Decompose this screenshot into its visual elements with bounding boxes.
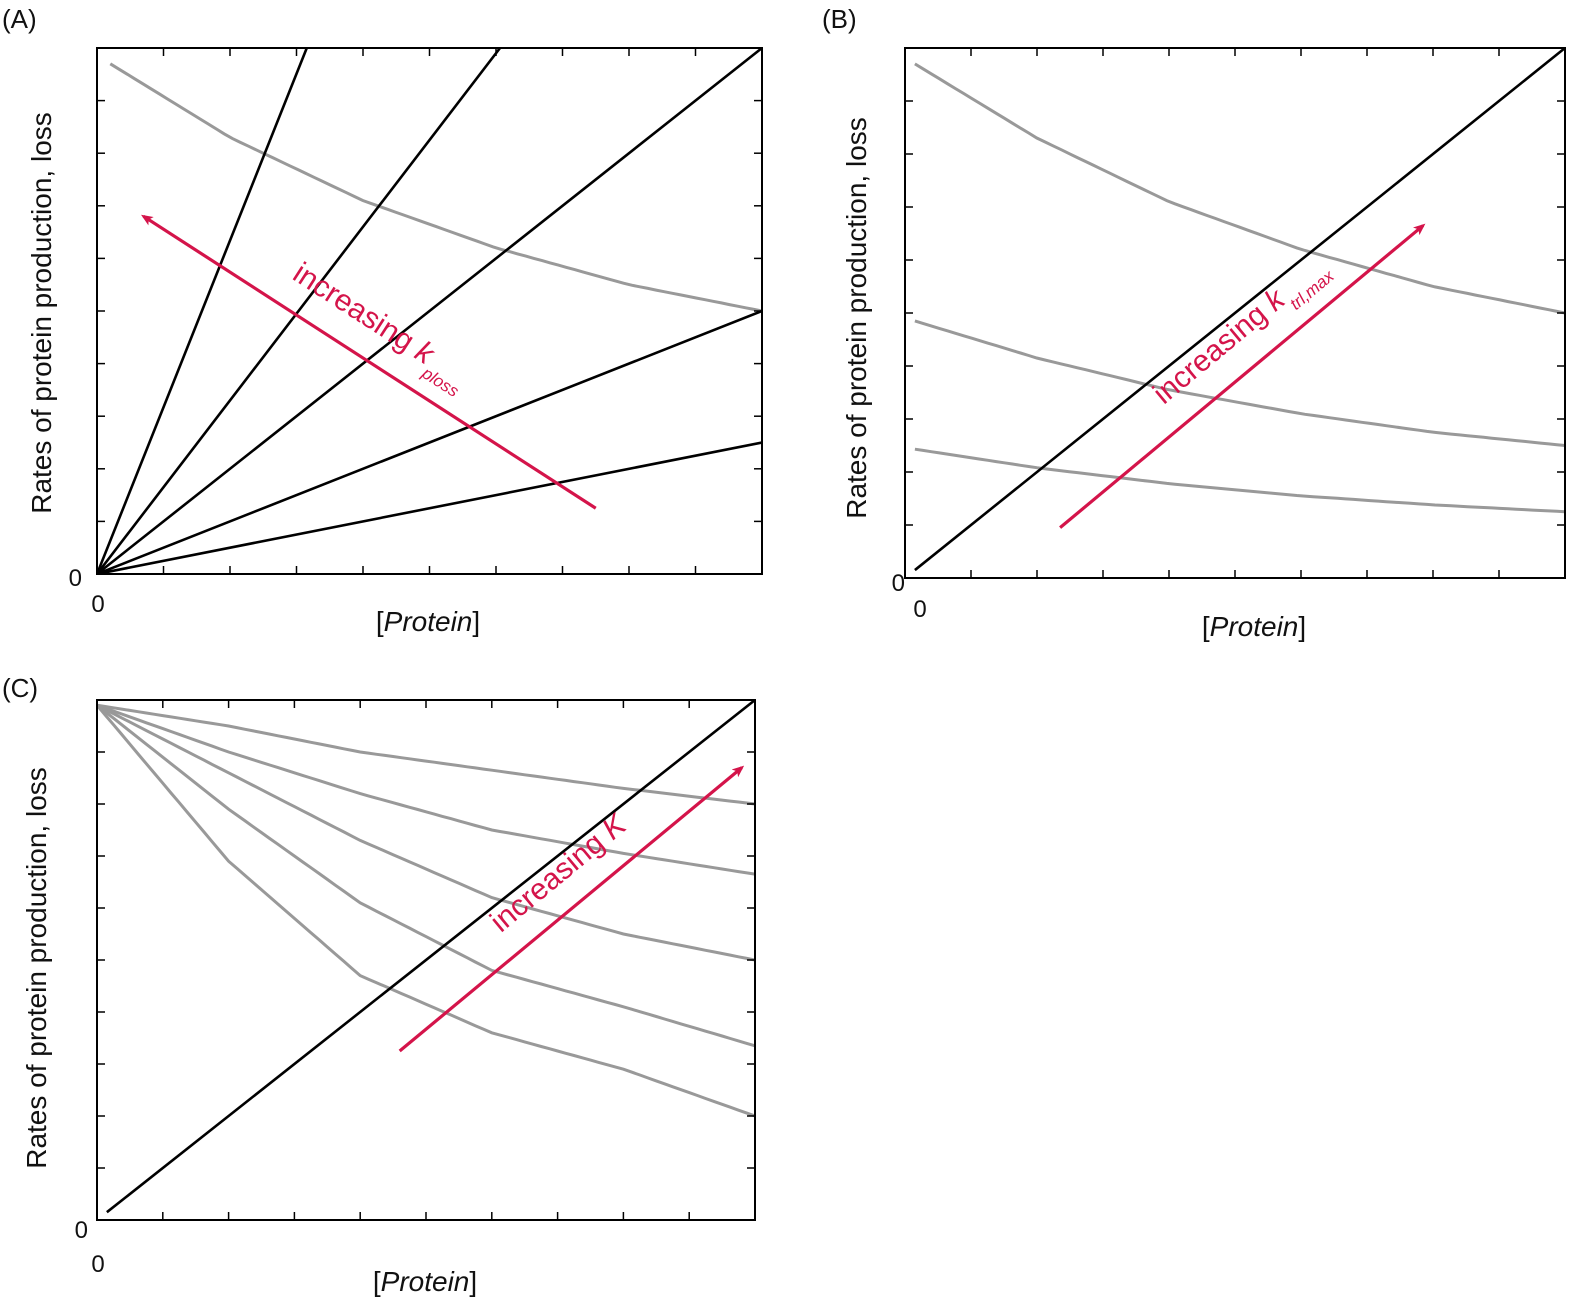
production-curve-c-1: [97, 704, 755, 1118]
annotation-arrow-c: [398, 765, 745, 1053]
y-axis-label-c: Rates of protein production, loss: [21, 767, 52, 1169]
plot-area-a: increasing kploss: [96, 47, 763, 575]
y-tick-label-zero-b: 0: [892, 570, 905, 597]
annotation-text-c: increasing: [484, 821, 617, 939]
loss-line-a-5: [97, 48, 308, 574]
x-axis-label-b: [Protein]: [1202, 611, 1306, 642]
y-axis-label-a: Rates of protein production, loss: [26, 112, 57, 514]
loss-line-a-4: [97, 48, 502, 574]
panel-label-b: (B): [822, 4, 857, 34]
production-curve-b-3: [914, 447, 1565, 514]
panel-a: (A) increasing kploss Rates of protein p…: [2, 4, 763, 637]
annotation-arrow-a: [141, 214, 597, 510]
production-curve-c-3: [97, 703, 755, 962]
panel-label-c: (C): [2, 673, 38, 703]
y-axis-label-b: Rates of protein production, loss: [841, 117, 872, 519]
annotation-subscript-b: trl,max: [1286, 266, 1338, 314]
annotation-text-b: increasing: [1147, 292, 1280, 410]
plot-area-b: increasing ktrl,max: [904, 47, 1566, 579]
panel-label-a: (A): [2, 4, 37, 34]
production-curve-b-1: [914, 62, 1565, 315]
annotation-arrow-b: [1059, 223, 1426, 529]
plot-area-c: increasing K: [96, 699, 756, 1221]
annotation-subscript-a: ploss: [418, 363, 463, 401]
x-tick-label-zero-a: 0: [91, 591, 104, 618]
y-tick-label-zero-a: 0: [69, 565, 82, 592]
loss-line-c-1: [106, 700, 755, 1214]
annotation-text-a: increasing: [287, 256, 427, 362]
production-curve-c-4: [97, 703, 755, 876]
y-tick-label-zero-c: 0: [75, 1217, 88, 1244]
production-curve-c-5: [97, 703, 755, 806]
x-axis-label-a: [Protein]: [376, 606, 480, 637]
loss-line-a-3: [97, 48, 762, 574]
x-tick-label-zero-c: 0: [91, 1251, 104, 1278]
loss-line-b-1: [914, 48, 1565, 572]
annotation-label-b: increasing ktrl,max: [1147, 249, 1338, 418]
loss-line-a-2: [97, 309, 762, 574]
x-tick-label-zero-b: 0: [913, 596, 926, 623]
x-axis-label-c: [Protein]: [373, 1266, 477, 1297]
panel-c: (C) increasing K Rates of protein produc…: [2, 673, 756, 1297]
production-curve-c-2: [97, 704, 755, 1048]
panel-b: (B) increasing ktrl,max Rates of protein…: [822, 4, 1566, 642]
annotation-label-a: increasing kploss: [282, 256, 475, 401]
production-curve-a-1: [109, 62, 762, 313]
loss-line-a-1: [97, 441, 762, 574]
production-curve-b-2: [914, 319, 1565, 447]
